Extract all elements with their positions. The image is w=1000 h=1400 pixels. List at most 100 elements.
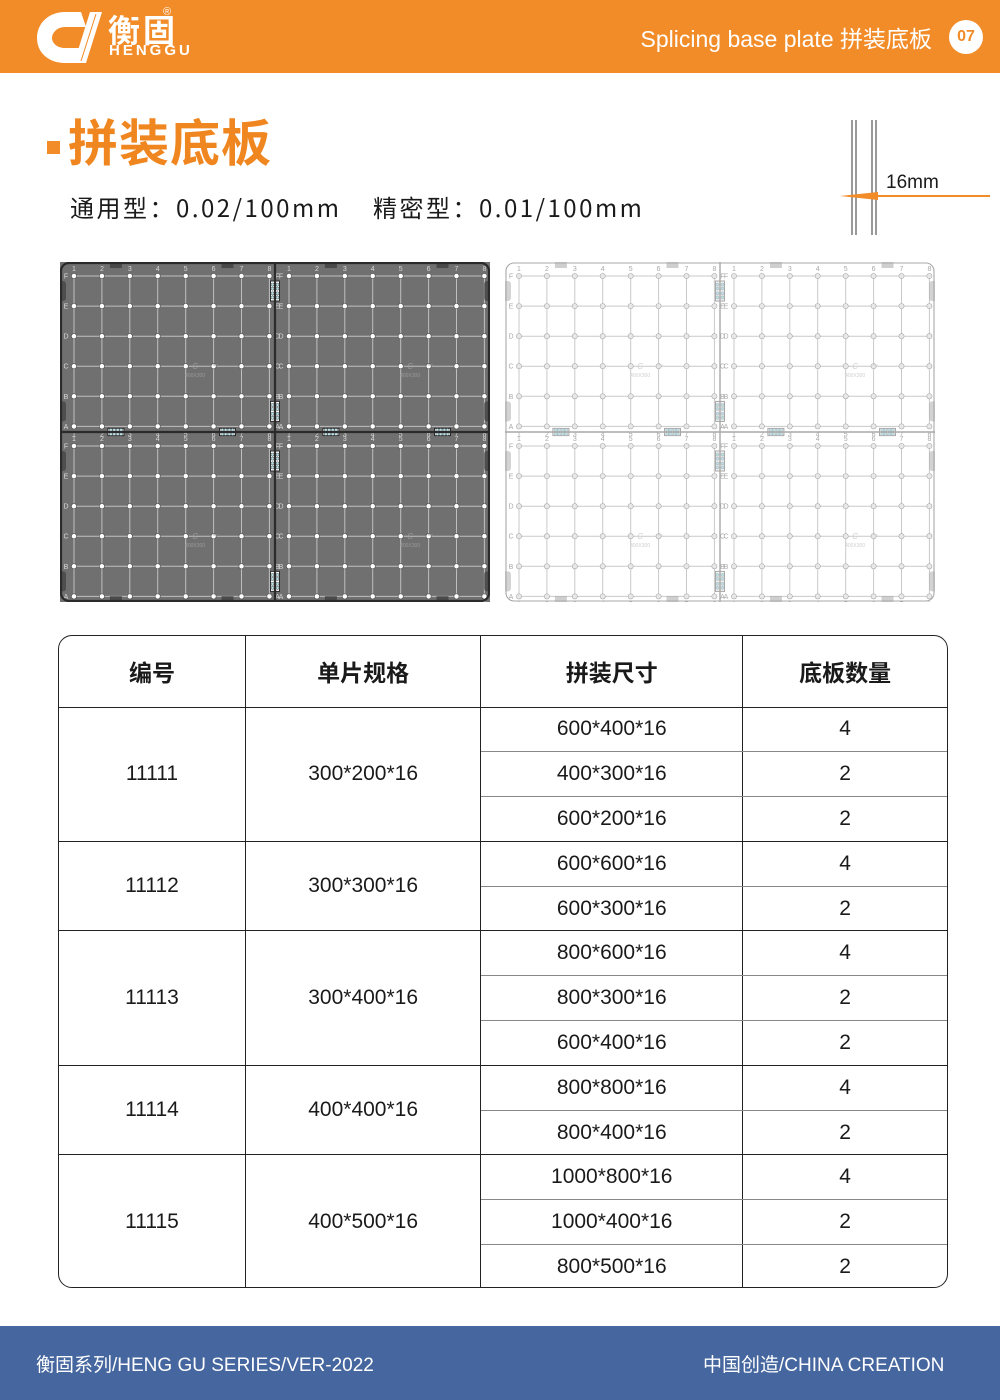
svg-text:6: 6 [427,436,431,443]
svg-text:A: A [279,424,284,431]
svg-text:3: 3 [343,266,347,273]
svg-text:400X300: 400X300 [845,543,865,549]
svg-text:4: 4 [371,436,375,443]
svg-text:400X300: 400X300 [630,543,650,549]
svg-text:7: 7 [685,436,689,443]
svg-text:2: 2 [760,266,764,273]
svg-text:5: 5 [629,436,633,443]
svg-text:2: 2 [100,436,104,443]
svg-text:D: D [723,504,728,511]
svg-text:2: 2 [315,266,319,273]
svg-text:1: 1 [287,266,291,273]
svg-text:5: 5 [629,266,633,273]
svg-text:3: 3 [788,436,792,443]
svg-text:4: 4 [601,436,605,443]
svg-text:A: A [724,594,729,601]
svg-text:6: 6 [872,266,876,273]
svg-text:1: 1 [72,266,76,273]
svg-text:8: 8 [267,266,271,273]
svg-text:3: 3 [128,266,132,273]
svg-text:5: 5 [844,436,848,443]
svg-text:C: C [852,362,858,371]
svg-text:C: C [508,534,513,541]
svg-text:4: 4 [816,436,820,443]
svg-text:C: C [407,362,413,371]
svg-text:C: C [192,362,198,371]
svg-text:D: D [63,334,68,341]
svg-text:F: F [279,444,283,451]
svg-text:E: E [279,474,284,481]
svg-text:C: C [63,364,68,371]
svg-text:8: 8 [927,436,931,443]
svg-text:F: F [64,274,68,281]
svg-text:C: C [723,534,728,541]
svg-text:8: 8 [927,266,931,273]
svg-text:A: A [724,424,729,431]
svg-text:6: 6 [212,266,216,273]
svg-text:C: C [723,364,728,371]
svg-text:E: E [509,474,514,481]
svg-text:3: 3 [788,266,792,273]
svg-text:"": "" [428,534,433,541]
svg-text:1: 1 [517,436,521,443]
svg-text:B: B [64,564,69,571]
svg-text:D: D [278,334,283,341]
svg-text:A: A [64,424,69,431]
svg-text:B: B [724,564,729,571]
svg-text:1: 1 [287,436,291,443]
svg-text:B: B [64,394,69,401]
svg-text:6: 6 [657,266,661,273]
svg-text:"": "" [428,364,433,371]
svg-text:2: 2 [315,436,319,443]
svg-text:7: 7 [900,266,904,273]
svg-text:8: 8 [712,436,716,443]
svg-text:"": "" [873,364,878,371]
svg-text:B: B [509,394,514,401]
svg-text:5: 5 [844,266,848,273]
svg-text:5: 5 [399,266,403,273]
svg-text:"": "" [213,364,218,371]
svg-text:D: D [278,504,283,511]
svg-text:400X300: 400X300 [400,543,420,549]
svg-text:"": "" [658,534,663,541]
svg-text:C: C [278,534,283,541]
svg-text:E: E [724,474,729,481]
svg-text:8: 8 [927,601,931,602]
svg-text:1: 1 [732,266,736,273]
svg-text:5: 5 [399,436,403,443]
svg-text:4: 4 [156,436,160,443]
svg-text:C: C [192,532,198,541]
svg-text:3: 3 [128,436,132,443]
svg-text:1: 1 [72,436,76,443]
svg-text:3: 3 [573,436,577,443]
svg-text:"": "" [213,534,218,541]
svg-text:6: 6 [872,436,876,443]
svg-text:4: 4 [371,266,375,273]
svg-text:2: 2 [545,436,549,443]
svg-text:C: C [63,534,68,541]
svg-text:B: B [279,564,284,571]
svg-text:5: 5 [184,266,188,273]
svg-text:2: 2 [100,266,104,273]
svg-text:F: F [509,444,513,451]
svg-text:D: D [508,334,513,341]
svg-text:C: C [637,362,643,371]
svg-text:E: E [509,304,514,311]
svg-text:2: 2 [545,266,549,273]
svg-text:4: 4 [816,266,820,273]
svg-text:1: 1 [517,266,521,273]
svg-text:C: C [407,532,413,541]
svg-text:3: 3 [343,436,347,443]
svg-text:1: 1 [732,436,736,443]
svg-text:400X300: 400X300 [845,373,865,379]
svg-text:D: D [63,504,68,511]
svg-text:4: 4 [156,266,160,273]
svg-text:8: 8 [267,436,271,443]
svg-text:A: A [279,594,284,601]
svg-text:C: C [852,532,858,541]
svg-text:C: C [278,364,283,371]
svg-text:"": "" [658,364,663,371]
svg-text:7: 7 [240,436,244,443]
svg-text:400X300: 400X300 [630,373,650,379]
svg-text:6: 6 [427,266,431,273]
